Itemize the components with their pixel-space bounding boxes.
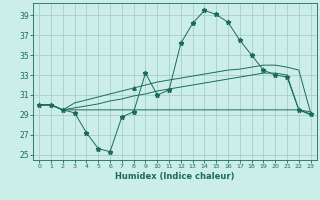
- X-axis label: Humidex (Indice chaleur): Humidex (Indice chaleur): [115, 172, 235, 181]
